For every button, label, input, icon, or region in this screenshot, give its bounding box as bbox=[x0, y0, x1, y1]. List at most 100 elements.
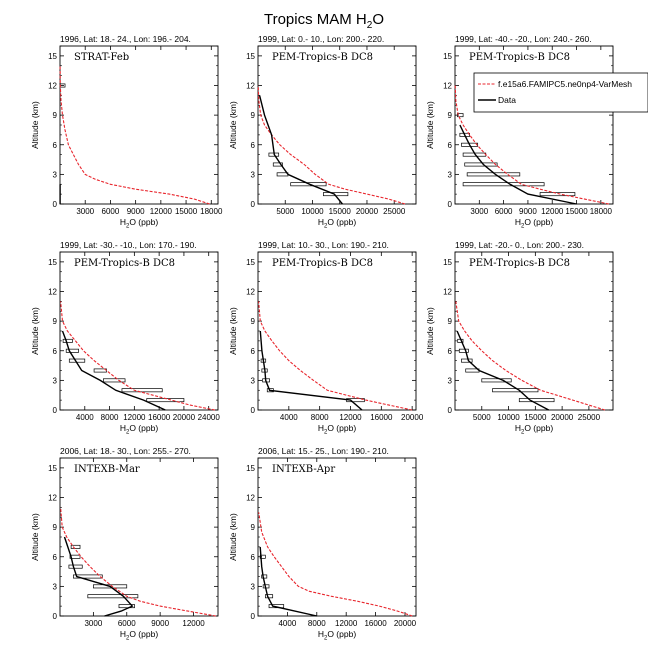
y-tick-label: 6 bbox=[53, 347, 58, 356]
y-tick-label: 15 bbox=[443, 258, 452, 267]
error-bar bbox=[62, 338, 73, 343]
x-tick-label: 20000 bbox=[394, 619, 417, 628]
x-tick-label: 5000 bbox=[473, 413, 491, 422]
x-tick-label: 9000 bbox=[127, 207, 145, 216]
plot-frame bbox=[59, 251, 219, 411]
y-tick-label: 0 bbox=[251, 612, 256, 621]
data-line bbox=[258, 95, 343, 205]
x-tick-label: 10000 bbox=[301, 207, 324, 216]
error-bar bbox=[457, 113, 464, 118]
x-axis-label: H2O (ppb) bbox=[318, 629, 356, 642]
error-bar bbox=[69, 554, 81, 559]
y-axis-label: Altitude (km) bbox=[30, 513, 40, 561]
legend-data-label: Data bbox=[498, 95, 516, 105]
x-tick-label: 5000 bbox=[276, 207, 294, 216]
y-tick-label: 9 bbox=[448, 111, 453, 120]
legend: f.e15a6.FAMIPC5.ne0np4-VarMesh Data bbox=[473, 72, 648, 113]
x-tick-label: 8000 bbox=[308, 619, 326, 628]
y-tick-label: 9 bbox=[53, 523, 58, 532]
data-line bbox=[63, 536, 134, 617]
x-tick-label: 18000 bbox=[590, 207, 613, 216]
x-tick-label: 6000 bbox=[495, 207, 513, 216]
error-bar bbox=[461, 142, 479, 147]
y-tick-label: 0 bbox=[448, 200, 453, 209]
x-axis-label: H2O (ppb) bbox=[515, 423, 553, 436]
error-bar bbox=[261, 574, 268, 579]
y-tick-label: 0 bbox=[251, 200, 256, 209]
plot-frame bbox=[257, 457, 417, 617]
legend-box bbox=[473, 72, 648, 113]
error-bar bbox=[121, 388, 163, 393]
x-tick-label: 12000 bbox=[335, 619, 358, 628]
error-bar bbox=[65, 348, 79, 353]
chart-panel-3: 1999, Lat: -40.- -20., Lon: 240.- 260. 0 3… bbox=[425, 34, 614, 230]
chart-panel-2: 1999, Lat: 0.- 10., Lon: 200.- 220. 0 3 6 9 1… bbox=[228, 34, 417, 230]
x-tick-label: 15000 bbox=[175, 207, 198, 216]
campaign-label: PEM-Tropics-B DC8 bbox=[272, 52, 373, 63]
data-line bbox=[459, 124, 577, 205]
x-tick-label: 3000 bbox=[470, 207, 488, 216]
x-tick-label: 12000 bbox=[123, 413, 146, 422]
panel-header: 1999, Lat: -40.- -20., Lon: 240.- 260. bbox=[455, 34, 592, 44]
x-tick-label: 6000 bbox=[102, 207, 120, 216]
y-tick-label: 6 bbox=[251, 141, 256, 150]
x-tick-label: 12000 bbox=[182, 619, 205, 628]
y-tick-label: 9 bbox=[251, 523, 256, 532]
x-tick-label: 4000 bbox=[280, 413, 298, 422]
y-tick-label: 15 bbox=[246, 52, 255, 61]
error-bar bbox=[268, 604, 285, 609]
panel-header: 2006, Lat: 15.- 25., Lon: 190.- 210. bbox=[258, 446, 389, 456]
y-tick-label: 9 bbox=[251, 111, 256, 120]
error-bar bbox=[93, 584, 128, 589]
panel-header: 1996, Lat: 18.- 24., Lon: 196.- 204. bbox=[60, 34, 191, 44]
x-axis-label: H2O (ppb) bbox=[318, 423, 356, 436]
y-tick-label: 3 bbox=[53, 582, 58, 591]
chart-panel-7: 2006, Lat: 18.- 30., Lon: 255.- 270. 0 3 6 9… bbox=[30, 446, 219, 642]
x-tick-label: 25000 bbox=[383, 207, 406, 216]
x-tick-label: 6000 bbox=[118, 619, 136, 628]
x-tick-label: 12000 bbox=[150, 207, 173, 216]
chart-panel-6: 1999, Lat: -20.- 0., Lon: 200.- 230. 0 3 6 9… bbox=[425, 240, 614, 436]
y-tick-label: 12 bbox=[48, 82, 57, 91]
error-bar bbox=[481, 378, 512, 383]
model-line bbox=[454, 85, 610, 205]
x-tick-label: 20000 bbox=[356, 207, 379, 216]
y-axis-label: Altitude (km) bbox=[228, 101, 238, 149]
error-bar bbox=[118, 604, 135, 609]
data-line bbox=[259, 330, 363, 411]
x-tick-label: 12000 bbox=[339, 413, 362, 422]
y-axis-label: Altitude (km) bbox=[425, 307, 435, 355]
error-bar bbox=[87, 594, 139, 599]
x-axis-label: H2O (ppb) bbox=[120, 629, 158, 642]
y-tick-label: 3 bbox=[448, 170, 453, 179]
y-tick-label: 12 bbox=[48, 494, 57, 503]
x-tick-label: 20000 bbox=[551, 413, 574, 422]
error-bar bbox=[272, 162, 283, 167]
x-tick-label: 8000 bbox=[101, 413, 119, 422]
y-tick-label: 15 bbox=[48, 52, 57, 61]
x-tick-label: 15000 bbox=[565, 207, 588, 216]
plot-frame bbox=[257, 45, 417, 205]
y-tick-label: 3 bbox=[448, 376, 453, 385]
y-tick-label: 0 bbox=[53, 406, 58, 415]
model-line bbox=[59, 65, 210, 205]
y-tick-label: 9 bbox=[251, 317, 256, 326]
y-tick-label: 6 bbox=[448, 141, 453, 150]
panel-header: 2006, Lat: 18.- 30., Lon: 255.- 270. bbox=[60, 446, 191, 456]
error-bar bbox=[539, 192, 576, 197]
chart-panel-5: 1999, Lat: 10.- 30., Lon: 190.- 210. 0 3 6 9… bbox=[228, 240, 424, 436]
x-axis-label: H2O (ppb) bbox=[318, 217, 356, 230]
plot-frame bbox=[257, 251, 417, 411]
panel-header: 1999, Lat: 10.- 30., Lon: 190.- 210. bbox=[258, 240, 389, 250]
y-tick-label: 12 bbox=[246, 288, 255, 297]
y-tick-label: 12 bbox=[48, 288, 57, 297]
model-line bbox=[257, 85, 406, 205]
x-tick-label: 16000 bbox=[364, 619, 387, 628]
y-axis-label: Altitude (km) bbox=[425, 101, 435, 149]
y-tick-label: 0 bbox=[251, 406, 256, 415]
error-bar bbox=[464, 162, 498, 167]
y-tick-label: 6 bbox=[251, 347, 256, 356]
x-tick-label: 3000 bbox=[76, 207, 94, 216]
model-line bbox=[60, 301, 216, 411]
